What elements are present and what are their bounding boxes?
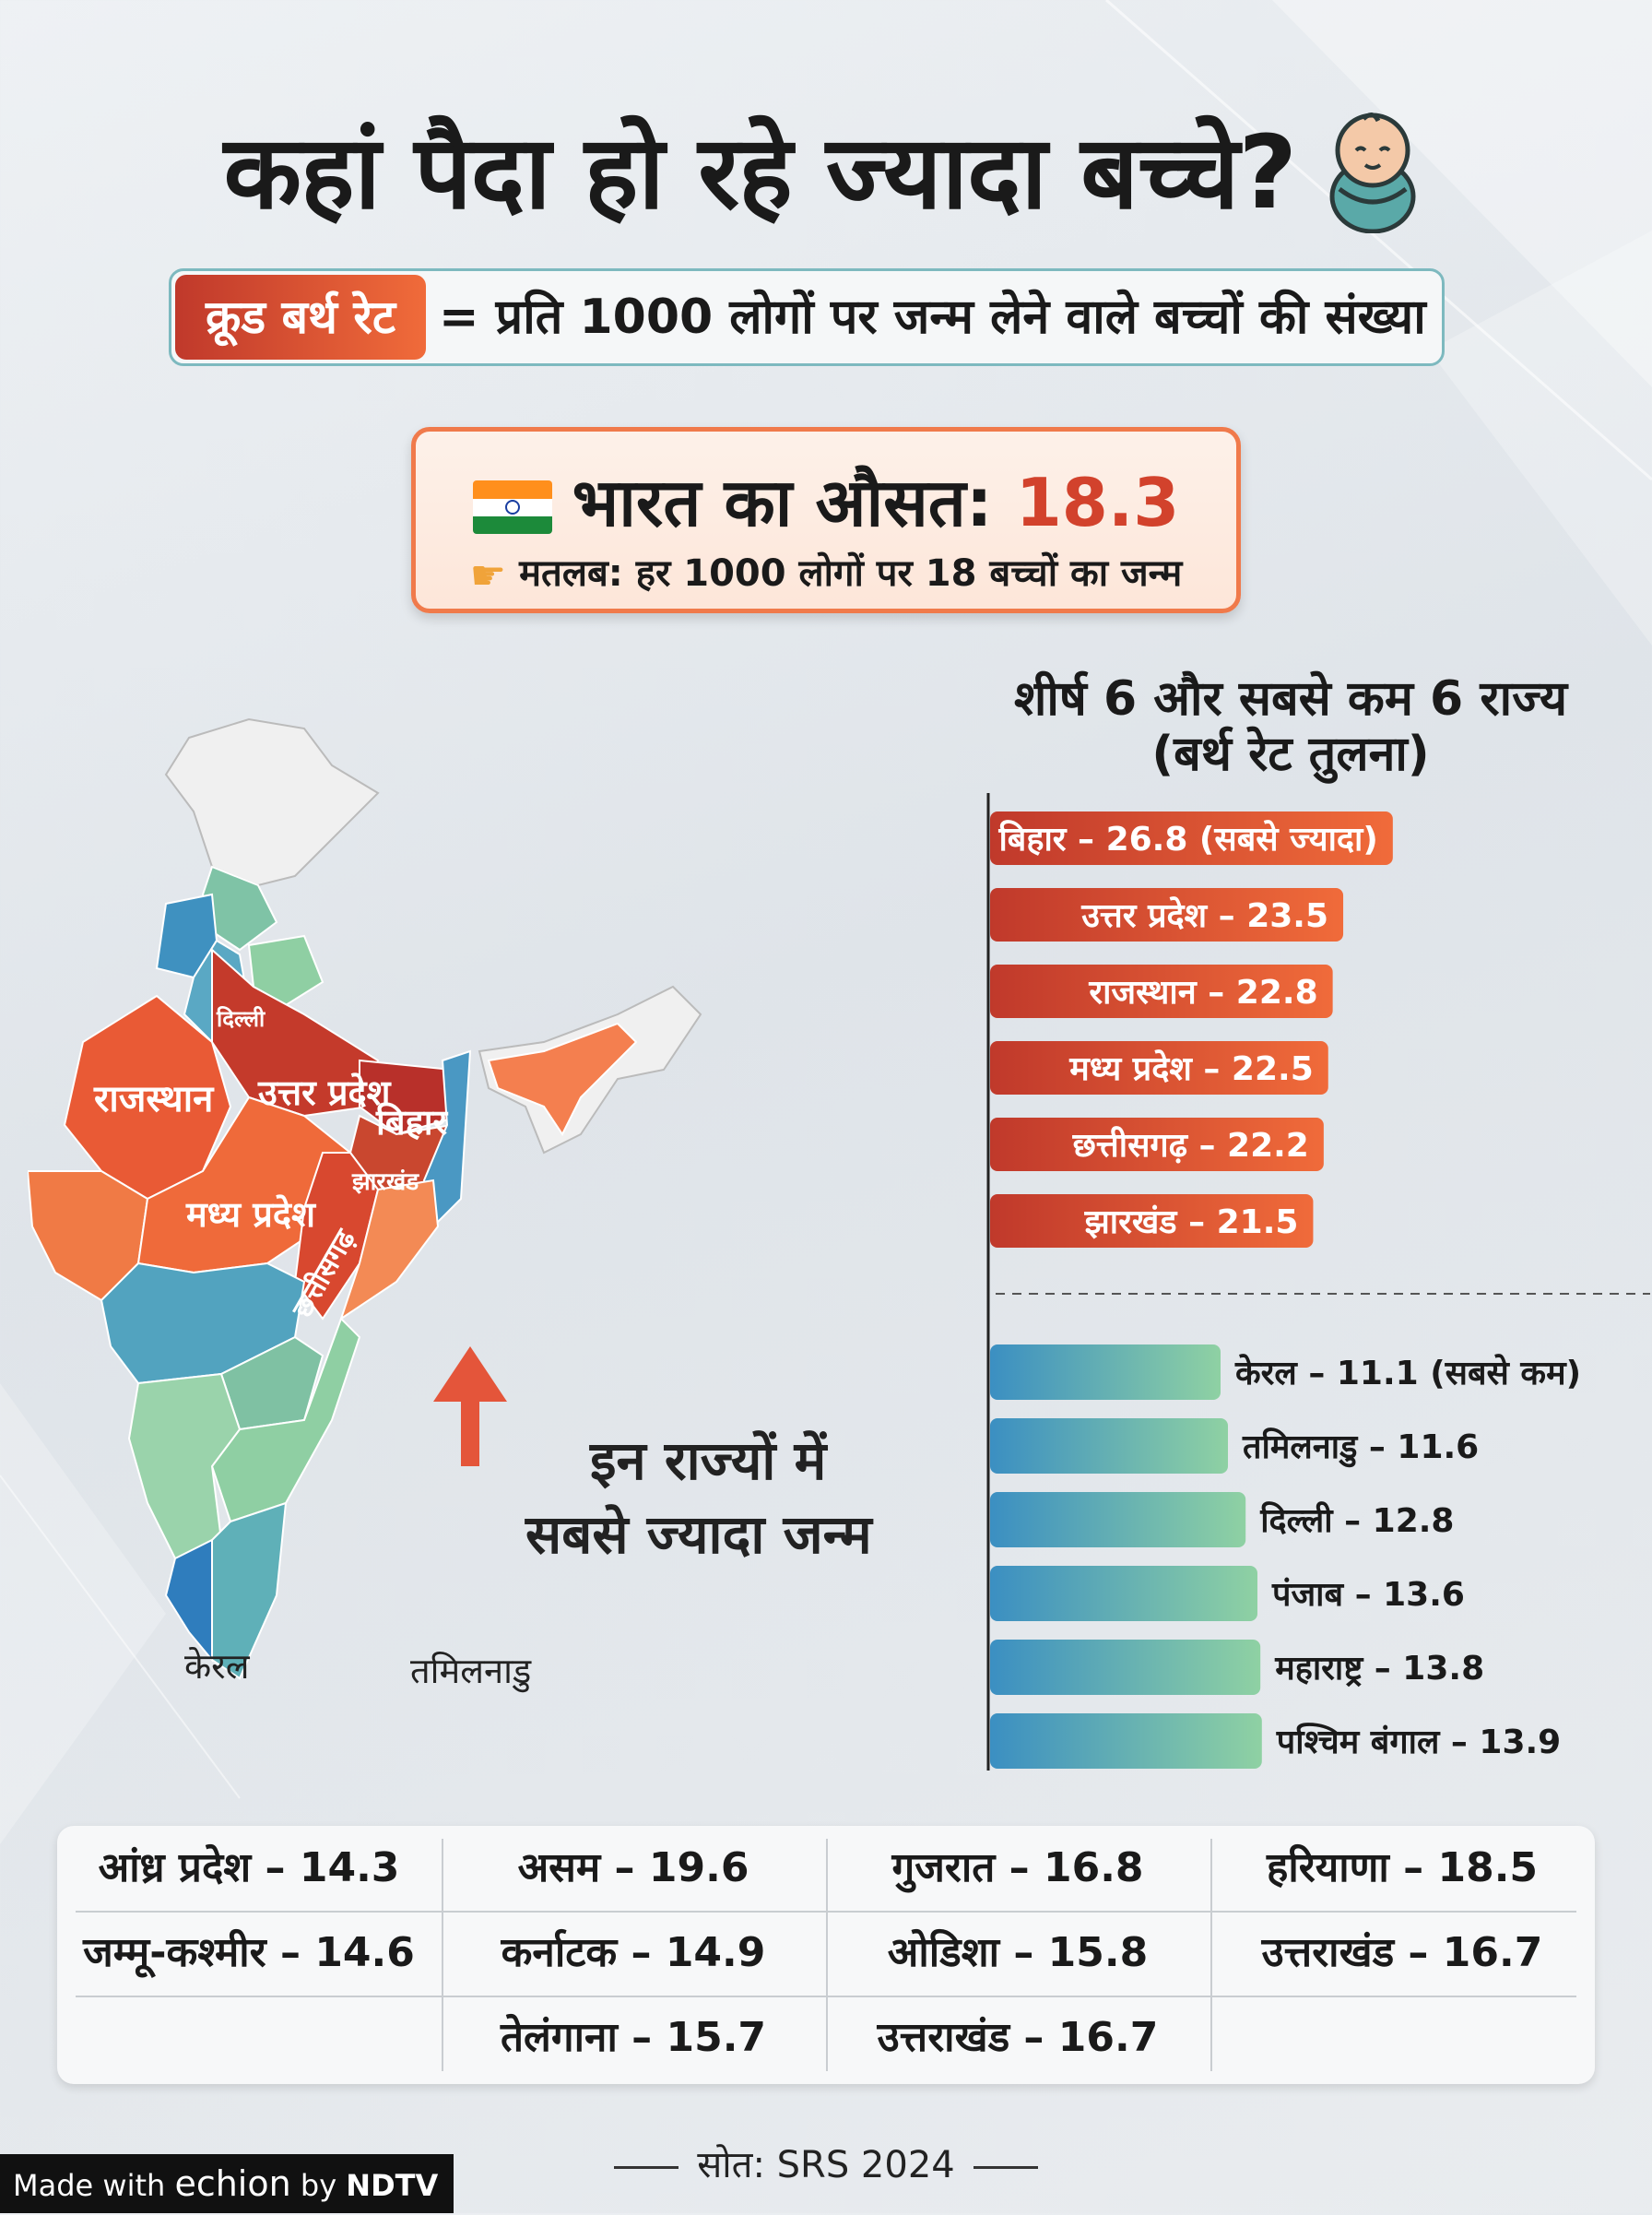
table-cell: उत्तराखंड – 16.7 [1261,1929,1543,1976]
table-cell: हरियाणा – 18.5 [1266,1844,1539,1891]
table-cell [65,1996,433,2080]
table-cell: जम्मू-कश्मीर – 14.6 [83,1929,415,1976]
chart-bar-label-top-0: बिहार – 26.8 (सबसे ज्यादा) [997,820,1377,859]
brand-ndtv: NDTV [346,2168,439,2203]
map-region-jammu-kashmir [164,717,380,887]
pointing-hand-icon: ☛ [469,551,507,599]
chart-bar-top-1 [990,888,1344,942]
average-meaning-line: ☛ मतलब: हर 1000 लोगों पर 18 बच्चों का जन्… [416,546,1236,599]
map-region-bihar [359,1059,463,1136]
source-dash-right [973,2165,1038,2169]
chart-bar-label-bottom-4: महाराष्ट्र – 13.8 [1274,1650,1484,1688]
map-region-west-bengal [422,1049,472,1229]
chart-bar-bottom-2 [990,1492,1246,1547]
india-average-box: भारत का औसत: 18.3 ☛ मतलब: हर 1000 लोगों प… [411,427,1241,613]
map-label-rajasthan: राजस्थान [94,1078,214,1120]
map-region-kerala [164,1538,213,1663]
source-text: सोत: SRS 2024 [697,2144,955,2186]
average-label: भारत का औसत: [572,464,993,541]
chart-title: शीर्ष 6 और सबसे कम 6 राज्य [1013,671,1567,727]
brand-made-with: Made with [13,2168,166,2203]
chart-svg: बिहार – 26.8 (सबसे ज्यादा) उत्तर प्रदेश –… [986,793,1650,1771]
map-label-bihar: बिहार [376,1102,448,1143]
chart-bar-top-4 [990,1118,1324,1171]
chart-bar-label-bottom-3: पंजाब – 13.6 [1271,1576,1465,1614]
map-region-chhattisgarh [293,1152,380,1321]
source-line: सोत: SRS 2024 [0,2138,1652,2188]
chart-bar-bottom-5 [990,1713,1262,1769]
map-label-uttar-pradesh: उत्तर प्रदेश [258,1072,391,1113]
chart-bar-label-top-5: झारखंड – 21.5 [1084,1203,1299,1241]
chart-bar-bottom-4 [990,1640,1261,1695]
chart-title-block: शीर्ष 6 और सबसे कम 6 राज्य (बर्थ रेट तुल… [968,671,1613,782]
table-cell: कर्नाटक – 14.9 [501,1929,766,1976]
table-cell: असम – 19.6 [517,1844,749,1891]
title-text: कहां पैदा हो रहे ज्यादा बच्चे? [223,113,1298,231]
chart-bar-bottom-3 [990,1566,1257,1621]
source-dash-left [614,2165,679,2169]
map-region-andhra-pradesh [210,1317,361,1523]
chart-bar-label-top-3: मध्य प्रदेश – 22.5 [1068,1049,1313,1088]
india-flag-icon [472,480,552,535]
map-label-madhya-pradesh: मध्य प्रदेश [186,1194,315,1235]
chart-bar-top-2 [990,965,1333,1018]
map-region-odisha [339,1179,440,1321]
table-cell: आंध्र प्रदेश – 14.3 [98,1844,400,1891]
map-callout-line2: सबसे ज्यादा जन्म [525,1503,872,1566]
chart-bar-top-0 [990,811,1393,865]
map-callout-line1: इन राज्यों में [590,1429,827,1492]
chart-bar-top-5 [990,1194,1314,1248]
brand-bar: Made with echion by NDTV [0,2154,454,2213]
map-label-kerala: केरल [184,1646,250,1687]
map-region-assam [487,1022,638,1136]
map-label-delhi: दिल्ली [217,1006,266,1032]
map-label-tamilnadu: तमिलनाडु [410,1651,532,1691]
chart-bar-label-top-1: उत्तर प्रदेश – 23.5 [1080,896,1328,935]
chart-bar-label-bottom-2: दिल्ली – 12.8 [1259,1501,1454,1540]
table-cell: उत्तराखंड – 16.7 [877,2014,1159,2061]
india-map-shapes [26,717,702,1680]
table-cell: गुजरात – 16.8 [891,1844,1144,1891]
chart-bar-label-top-4: छत्तीसगढ़ – 22.2 [1072,1126,1309,1165]
definition-box: क्रूड बर्थ रेट = प्रति 1000 लोगों पर जन्… [169,268,1445,366]
chart-bar-label-top-2: राजस्थान – 22.8 [1088,974,1317,1012]
chart-subtitle: (बर्थ रेट तुलना) [1151,727,1430,782]
up-arrow-icon [433,1346,507,1466]
birth-rate-chart: बिहार – 26.8 (सबसे ज्यादा) उत्तर प्रदेश –… [977,793,1650,1771]
brand-by: by [300,2168,337,2203]
average-meaning: मतलब: हर 1000 लोगों पर 18 बच्चों का जन्म [519,552,1183,595]
chart-bar-top-3 [990,1041,1328,1095]
map-region-himachal [201,865,278,952]
table-cell: तेलंगाना – 15.7 [500,2014,767,2061]
average-value: 18.3 [1015,464,1180,541]
definition-text: = प्रति 1000 लोगों पर जन्म लेने वाले बच्… [439,290,1426,345]
definition-term: क्रूड बर्थ रेट [175,275,426,360]
map-region-maharashtra [100,1261,306,1385]
india-map: दिल्ली राजस्थान उत्तर प्रदेश बिहार झारखं… [26,710,977,1743]
average-line: भारत का औसत: 18.3 [416,456,1236,546]
chart-bar-bottom-1 [990,1418,1228,1474]
map-label-jharkhand: झारखंड [352,1168,419,1196]
baby-icon [1329,113,1416,233]
chart-bar-bottom-0 [990,1344,1221,1400]
map-region-uttarakhand [247,934,324,1007]
chart-bar-label-bottom-1: तमिलनाडु – 11.6 [1242,1427,1479,1468]
table-cell [1218,1996,1587,2080]
chart-bar-label-bottom-5: पश्चिम बंगाल – 13.9 [1276,1723,1561,1761]
brand-echion: echion [174,2163,291,2204]
page-title: कहां पैदा हो रहे ज्यादा बच्चे? [0,100,1652,238]
other-states-table: आंध्र प्रदेश – 14.3 असम – 19.6 गुजरात – 16… [57,1826,1595,2084]
table-cell: ओडिशा – 15.8 [887,1929,1149,1976]
chart-bar-label-bottom-0: केरल – 11.1 (सबसे कम) [1234,1354,1581,1392]
